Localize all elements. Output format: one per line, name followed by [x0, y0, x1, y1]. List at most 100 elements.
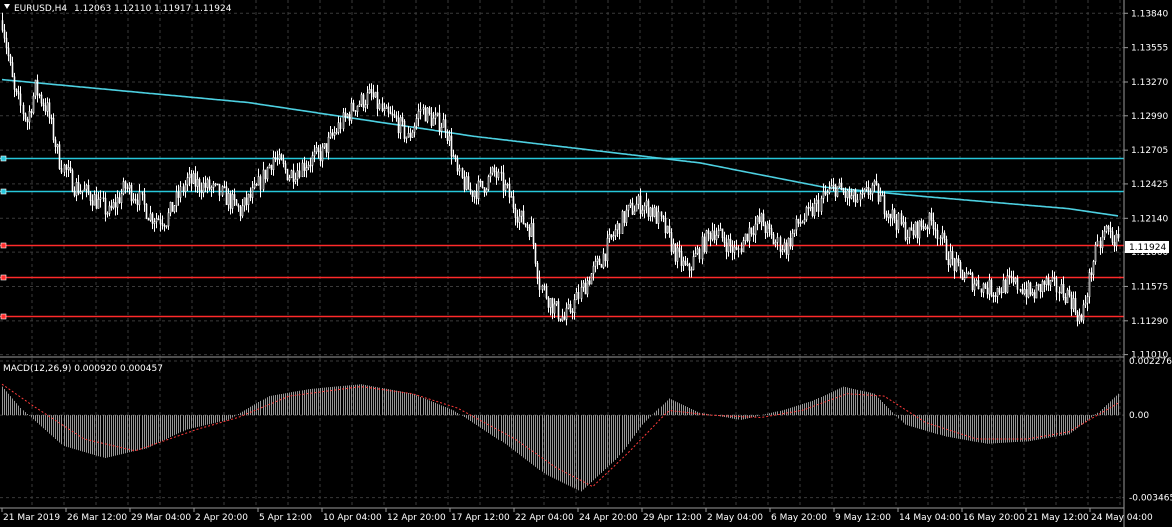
candle-body [961, 269, 964, 280]
candle-body [467, 176, 470, 190]
candle-body [118, 197, 121, 203]
candle-body [848, 190, 851, 199]
candle-body [409, 132, 412, 138]
candle-body [1111, 231, 1114, 243]
cyan-level-line-handle[interactable] [0, 155, 7, 162]
dropdown-triangle-icon[interactable] [4, 4, 10, 9]
candle-body [32, 95, 35, 114]
candle-body [737, 248, 740, 250]
candle-body [243, 197, 246, 207]
candle-body [680, 251, 683, 266]
candle-body [746, 233, 749, 242]
candle-body [114, 202, 117, 208]
candle-body [606, 237, 609, 262]
cyan-level-line-handle[interactable] [0, 188, 7, 195]
candle-body [567, 304, 570, 309]
candle-body [99, 197, 102, 200]
candle-body [518, 215, 521, 223]
candle-body [690, 269, 693, 271]
candle-body [194, 173, 197, 187]
candle-body [489, 172, 492, 178]
candle-body [1027, 282, 1030, 298]
candle-body [641, 209, 644, 214]
candle-body [520, 210, 523, 217]
candle-body [1021, 289, 1024, 294]
candle-body [179, 186, 182, 198]
candle-body [828, 188, 831, 193]
candle-body [163, 225, 166, 227]
candle-body [1045, 277, 1048, 285]
price-tick-label: 1.11575 [1131, 282, 1168, 292]
candle-body [643, 205, 646, 211]
candle-body [463, 177, 466, 190]
candle-body [497, 171, 500, 178]
candle-body [333, 132, 336, 136]
candle-body [50, 117, 53, 120]
candle-body [559, 318, 562, 321]
candle-body [932, 220, 935, 230]
red-level-line-handle[interactable] [0, 242, 7, 249]
candle-body [444, 119, 447, 132]
candle-body [569, 304, 572, 312]
candle-body [286, 169, 289, 181]
candle-body [69, 167, 72, 171]
candle-body [188, 173, 191, 179]
candle-body [772, 234, 775, 245]
candle-body [120, 193, 123, 203]
candle-body [1043, 281, 1046, 285]
candle-body [469, 189, 472, 192]
macd-tick-label: -0.003465 [1129, 494, 1172, 504]
candle-body [36, 79, 39, 95]
candle-body [378, 103, 381, 109]
candle-body [744, 233, 747, 241]
candle-body [557, 301, 560, 320]
candle-body [60, 168, 63, 173]
candle-body [1090, 272, 1093, 276]
red-level-line-handle[interactable] [0, 274, 7, 281]
candle-body [1055, 278, 1058, 293]
candle-body [186, 177, 189, 186]
candle-body [941, 232, 944, 239]
candle-body [1051, 277, 1054, 281]
time-tick-label: 2 Apr 20:00 [195, 513, 248, 523]
candle-body [417, 110, 420, 119]
candle-body [147, 218, 150, 221]
candle-body [988, 279, 991, 295]
candle-body [577, 292, 580, 299]
candle-body [758, 216, 761, 223]
candle-body [893, 209, 896, 221]
candle-body [565, 307, 568, 320]
candle-body [592, 265, 595, 275]
candle-body [575, 292, 578, 301]
price-tick-label: 1.11290 [1131, 317, 1168, 327]
candle-body [871, 184, 874, 195]
candle-body [686, 263, 689, 266]
candle-body [1053, 277, 1056, 279]
candle-body [612, 235, 615, 238]
candle-body [657, 211, 660, 224]
candle-body [149, 213, 152, 221]
candle-body [965, 272, 968, 279]
candle-body [781, 249, 784, 252]
red-level-line-handle[interactable] [0, 313, 7, 320]
candle-body [875, 180, 878, 185]
candle-body [247, 194, 250, 206]
candle-body [551, 298, 554, 314]
candle-body [218, 183, 221, 196]
candle-body [368, 89, 371, 94]
candle-body [102, 197, 105, 199]
candle-body [1041, 281, 1044, 293]
candle-body [922, 226, 925, 229]
macd-label: MACD(12,26,9) 0.000920 0.000457 [3, 364, 163, 374]
candle-body [301, 162, 304, 178]
candle-body [1101, 236, 1104, 249]
candle-body [666, 225, 669, 234]
candle-body [897, 213, 900, 230]
candle-body [26, 118, 29, 123]
candle-body [46, 102, 49, 112]
candle-body [582, 282, 585, 288]
candle-body [276, 158, 279, 161]
candle-body [438, 112, 441, 132]
candle-body [791, 233, 794, 247]
